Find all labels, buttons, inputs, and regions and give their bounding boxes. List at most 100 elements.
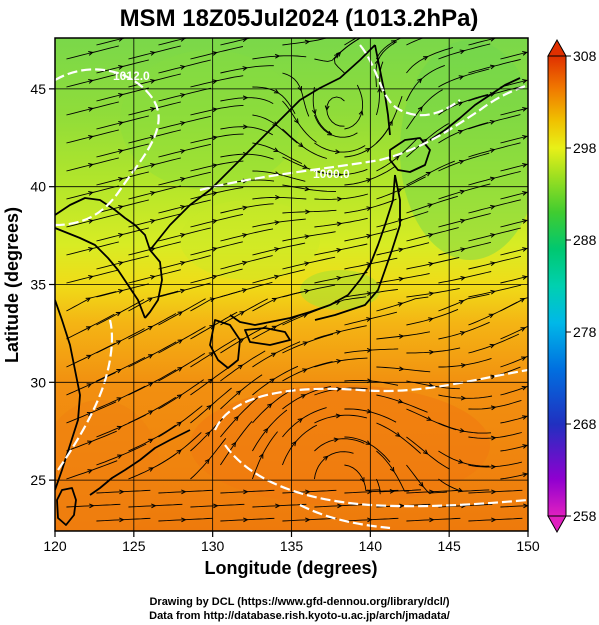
streamline-arrow [258,453,264,459]
streamline-arrow [304,234,311,240]
streamline-arrow [335,300,341,306]
streamline-arrow [522,275,528,280]
streamline-arrow [205,431,211,437]
y-tick-label-25: 25 [30,472,46,488]
y-tick-label-35: 35 [30,277,46,293]
streamline-arrow [336,247,343,253]
streamline-arrow [459,189,466,195]
streamline-arrow [336,172,343,178]
streamline-arrow [298,142,304,148]
streamline-arrow [417,78,423,84]
streamline-arrow [337,503,343,509]
streamline-arrow [242,205,248,211]
streamline [406,38,425,46]
streamline-arrow [150,79,156,84]
streamline-arrow [180,205,186,210]
streamline-arrow [209,297,216,303]
streamline-arrow [118,93,124,98]
colorbar: 308 298 288 278 268 258 [547,38,597,534]
streamline-arrow [263,427,269,434]
streamline-arrow [242,124,249,130]
streamline [344,38,358,46]
streamline-arrow [242,260,248,266]
streamline-arrow [118,121,124,126]
streamline-arrow [176,421,182,427]
streamline-arrow [180,149,186,154]
streamline-arrow [118,233,124,238]
streamline-arrow [118,65,124,70]
streamline-arrow [242,66,249,71]
streamline-arrow [180,121,186,126]
streamline-arrow [460,247,466,253]
colorbar-tick-label-298: 298 [573,140,597,156]
streamline-arrow [489,343,496,349]
streamline-arrow [181,517,187,523]
streamline-arrow [427,203,434,208]
lat-lon-grid [55,38,528,531]
streamline-arrow [177,311,184,316]
x-axis-ticks: 120 125 130 135 140 145 150 [43,531,540,554]
streamline-arrow [366,347,373,353]
streamline-arrow [522,415,528,420]
streamline-arrow [88,135,94,140]
streamline-arrow [428,317,434,322]
streamline-arrow [150,107,156,112]
streamline-arrow [426,416,433,421]
streamline-arrow [148,438,154,444]
streamline-arrow [275,503,281,509]
streamline-arrow [150,219,156,224]
streamline-arrow [273,147,279,152]
colorbar-tick-label-308: 308 [573,48,597,64]
streamline-arrow [86,383,93,388]
contour-label-1012: 1012.0 [113,69,150,83]
streamline-arrow [242,233,248,238]
streamline-arrow [398,247,404,253]
streamline-arrow [297,418,304,423]
colorbar-ticks: 308 298 288 278 268 258 [566,48,597,524]
streamline-arrow [457,101,464,107]
streamline-arrow [521,385,528,391]
streamline-arrow [150,163,156,168]
streamline-arrow [180,93,186,98]
streamline-arrow [337,196,343,202]
y-tick-label-45: 45 [30,81,46,97]
streamline-arrow [458,300,465,305]
streamline-arrow [460,276,466,281]
streamline-arrow [457,129,464,135]
streamline-arrow [209,324,215,330]
streamline-arrow [366,233,372,239]
streamline-arrow [365,147,371,153]
streamline-arrow [491,489,497,495]
streamline-arrow [428,232,434,238]
streamline-arrow [522,51,528,56]
streamline-arrow [180,288,186,294]
streamline-arrow [302,164,309,169]
streamline-arrow [88,163,94,168]
streamline-arrow [213,503,219,509]
streamline-arrow [460,363,467,368]
streamline-arrow [366,408,373,414]
streamline-arrow [336,51,342,57]
streamline-arrow [271,297,278,303]
streamline-arrow [238,338,245,343]
streamline-arrow [305,489,311,495]
streamline-arrow [147,325,154,331]
streamline-arrow [87,469,94,474]
streamline-arrow [460,218,466,224]
map-title: MSM 18Z05Jul2024 (1013.2hPa) [120,5,479,32]
streamline-arrow [243,489,249,495]
streamline-arrow [304,39,311,45]
streamline-arrow [366,262,373,267]
y-tick-label-30: 30 [30,374,46,390]
streamline-arrow [88,275,94,280]
streamline-arrow [305,209,311,215]
contour-label-1000: 1000.0 [313,167,350,181]
streamline-arrow [88,191,94,196]
wind-streamlines [66,38,528,523]
streamline-arrow [490,261,496,267]
streamline-arrow [489,119,496,125]
streamline-arrow [271,352,277,358]
streamline-arrow [241,288,248,293]
streamline-arrow [176,449,182,455]
streamline-arrow [302,313,309,318]
